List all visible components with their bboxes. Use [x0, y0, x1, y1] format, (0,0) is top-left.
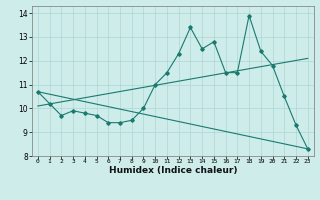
X-axis label: Humidex (Indice chaleur): Humidex (Indice chaleur)	[108, 166, 237, 175]
